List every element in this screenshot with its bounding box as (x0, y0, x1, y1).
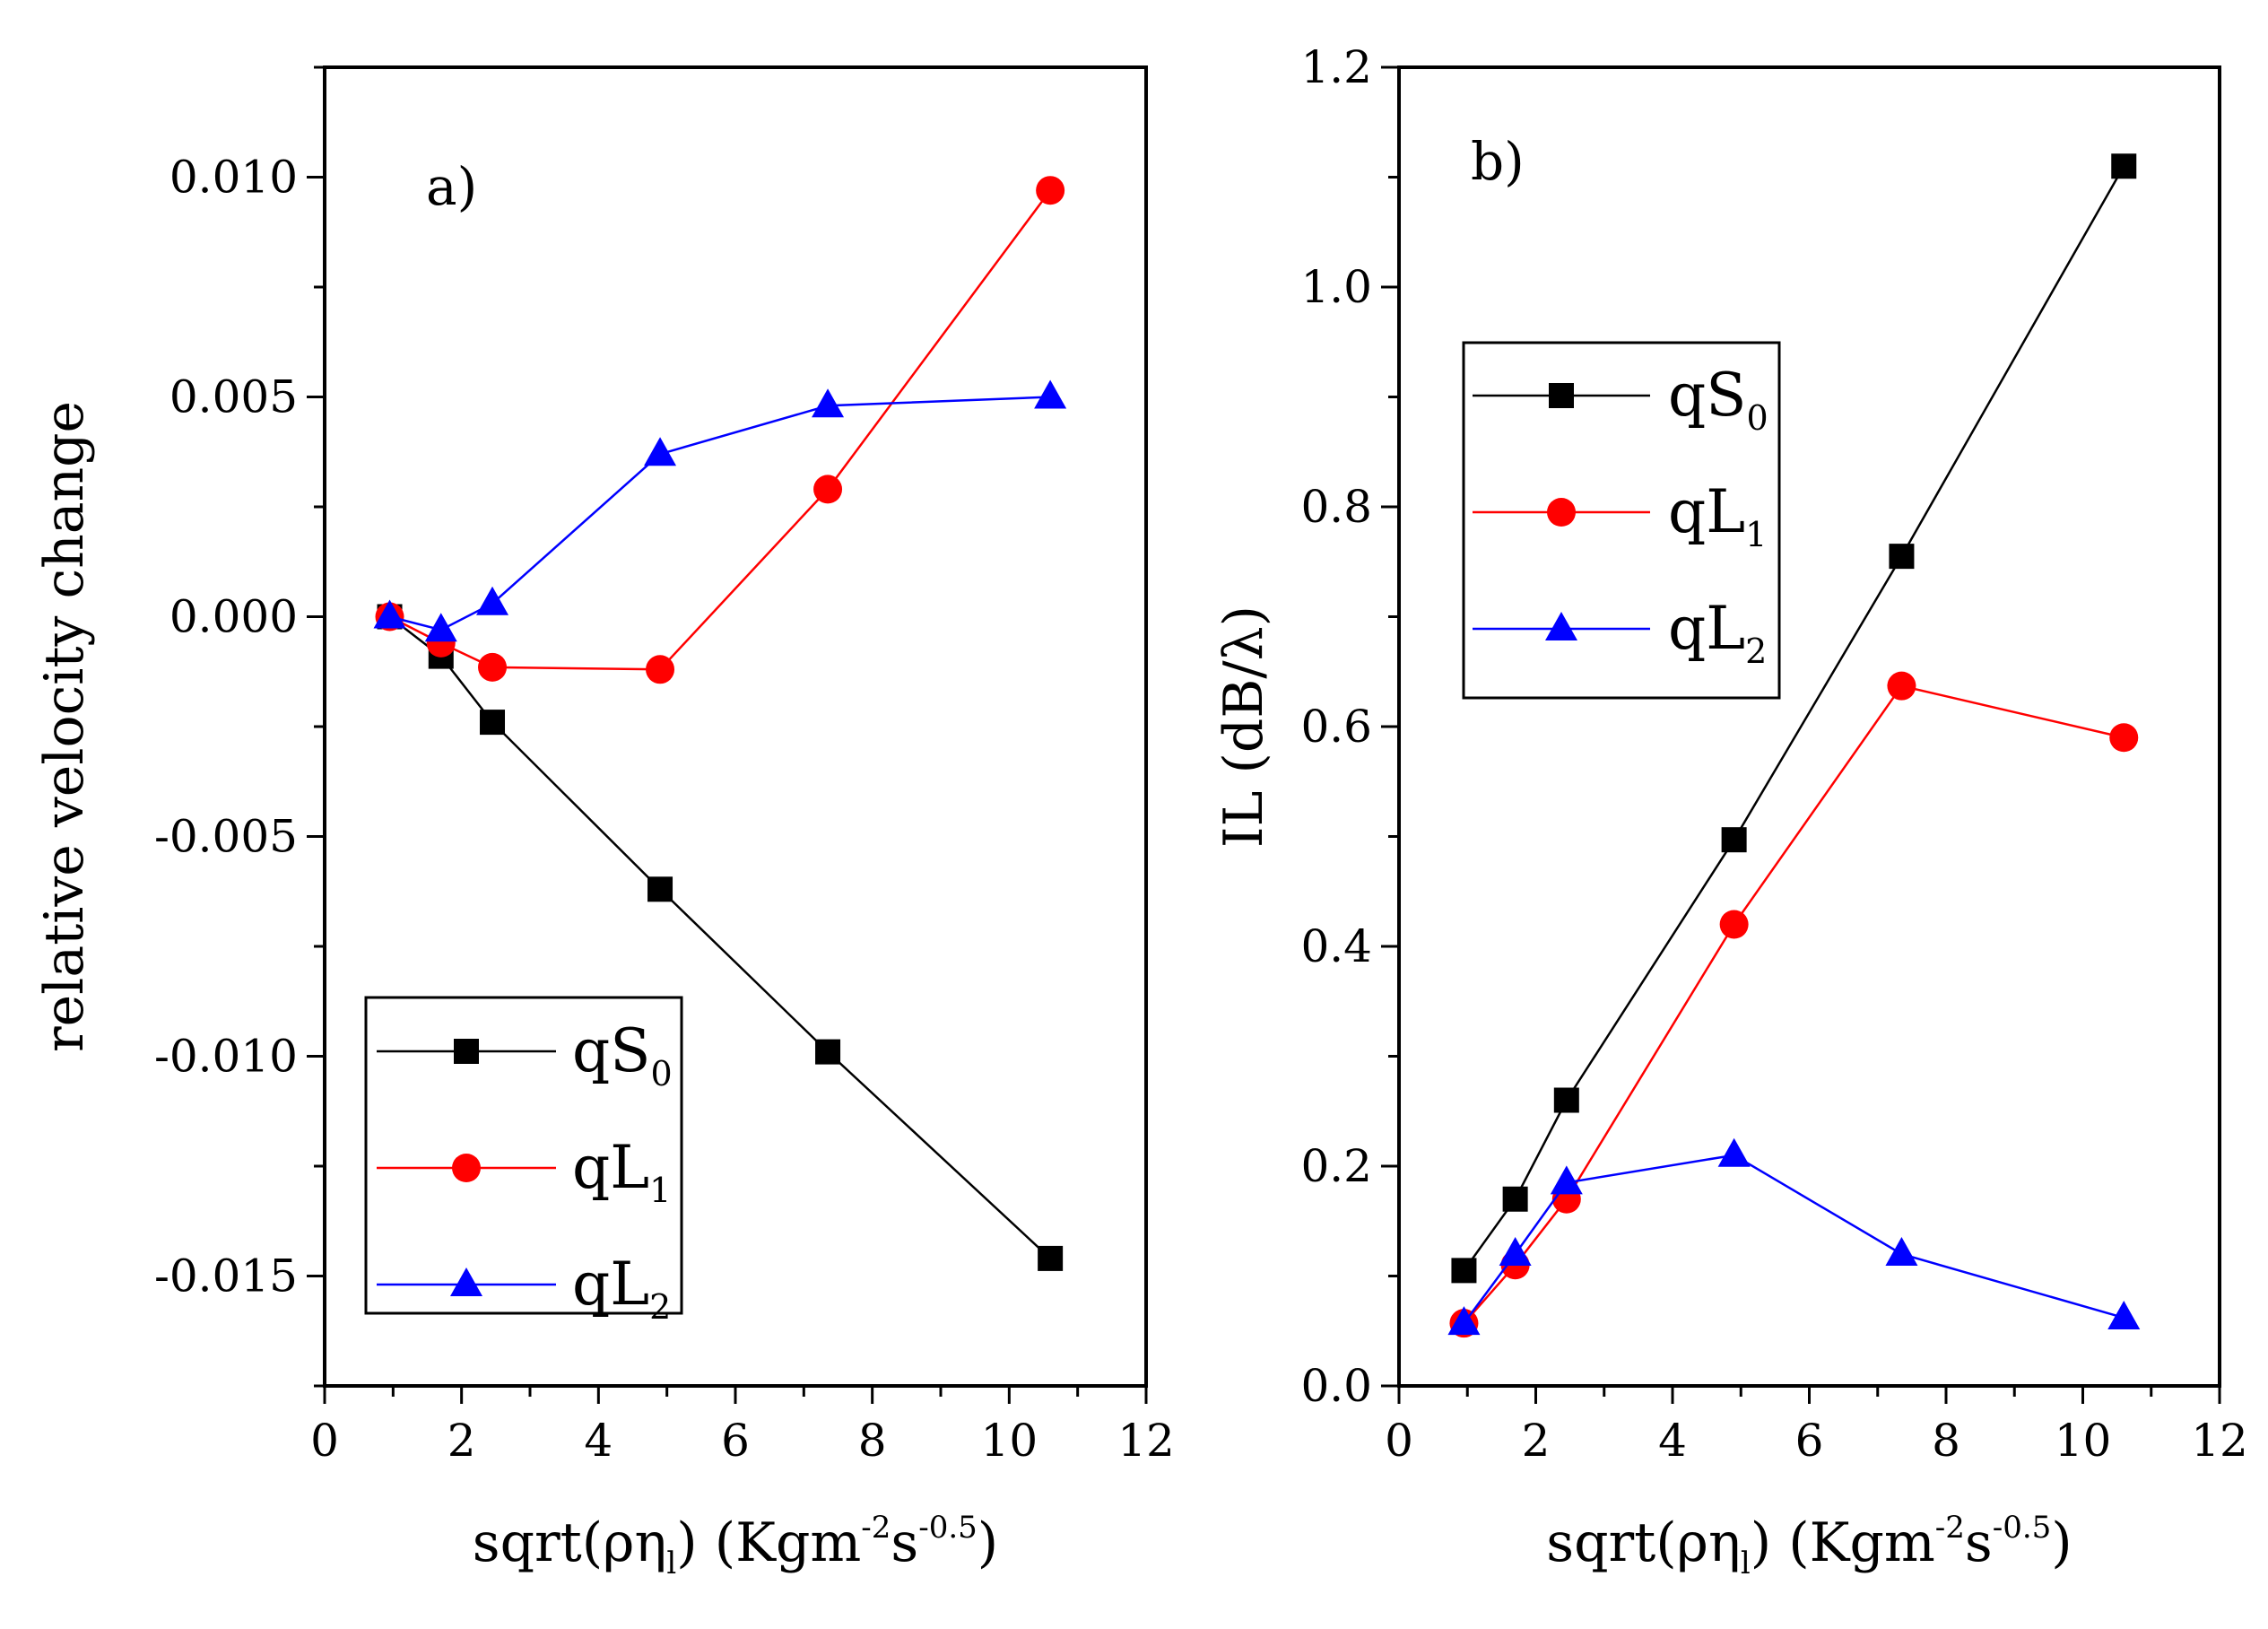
y-tick-label: 0.005 (169, 371, 298, 423)
data-point (373, 599, 406, 629)
x-tick-label: 10 (981, 1415, 1038, 1467)
data-point (1038, 1245, 1064, 1271)
legend-label: qL2 (1668, 594, 1767, 671)
legend-item: qL2 (377, 1250, 671, 1327)
data-point (1885, 1237, 1918, 1266)
y-axis-label: relative velocity change (33, 401, 96, 1052)
data-point (478, 652, 508, 682)
legend-label: qS0 (572, 1016, 673, 1093)
y-tick-label: -0.015 (154, 1250, 298, 1302)
legend-item: qL1 (377, 1133, 671, 1210)
y-tick-label: 1.0 (1300, 261, 1372, 313)
legend-marker (452, 1154, 481, 1182)
x-tick-label: 8 (1932, 1415, 1960, 1467)
legend-marker (1549, 383, 1574, 408)
legend-item: qL2 (1473, 594, 1767, 671)
series-qL1 (375, 176, 1065, 684)
data-point (812, 388, 845, 418)
legend-label: qS0 (1668, 361, 1768, 438)
y-tick-label: 0.6 (1300, 701, 1372, 753)
data-point (1721, 827, 1747, 853)
data-point (476, 586, 509, 615)
data-point (815, 1039, 841, 1065)
data-point (644, 437, 677, 466)
y-tick-label: 0.8 (1300, 481, 1372, 533)
x-tick-label: 10 (2055, 1415, 2112, 1467)
data-point (1889, 544, 1915, 570)
data-point (2107, 1301, 2141, 1330)
data-point (1717, 1137, 1751, 1167)
data-point (646, 655, 675, 684)
panel-b: 0 2 4 6 8 10 12 0.0 0.2 0.4 0.6 0.8 1.0 1.2 b) sqrt(ρηl… (1212, 41, 2248, 1581)
y-tick-label: 0.0 (1300, 1360, 1372, 1412)
legend-box (364, 996, 683, 1315)
series-line (1463, 684, 2125, 1325)
data-point (1719, 910, 1749, 939)
data-point (1499, 1237, 1532, 1266)
y-tick-label: 0.000 (169, 591, 298, 643)
data-point (813, 475, 843, 504)
series-line (389, 396, 1051, 632)
data-point (480, 710, 506, 736)
y-axis-label: IL (dB/λ) (1212, 605, 1275, 848)
data-point (1451, 1258, 1477, 1284)
series-qL2 (373, 379, 1067, 642)
y-tick-label: 0.010 (169, 152, 298, 204)
data-point (1447, 1306, 1481, 1336)
data-point (1553, 1087, 1579, 1113)
legend-marker (450, 1267, 482, 1296)
data-point (2111, 153, 2137, 179)
data-point (424, 613, 457, 642)
legend-label: qL1 (1668, 477, 1767, 554)
panel-label: a) (426, 156, 477, 217)
y-tick-label: 1.2 (1300, 41, 1372, 93)
legend-marker (1545, 612, 1577, 640)
series-qL1 (1449, 671, 2139, 1338)
y-tick-label: -0.010 (154, 1031, 298, 1083)
panel-label: b) (1471, 131, 1525, 192)
x-tick-label: 4 (584, 1415, 613, 1467)
x-tick-label: 4 (1658, 1415, 1687, 1467)
series-qS0 (1451, 153, 2137, 1284)
legend: qS0 qL1 qL2 (1462, 341, 1781, 700)
legend-item: qS0 (1473, 361, 1768, 438)
legend: qS0 qL1 qL2 (364, 996, 683, 1327)
data-point (1550, 1165, 1583, 1195)
data-point (1887, 671, 1916, 701)
x-tick-label: 12 (1117, 1415, 1175, 1467)
y-tick-label: -0.005 (154, 811, 298, 863)
legend-box (1462, 341, 1781, 700)
x-tick-label: 0 (1385, 1415, 1413, 1467)
data-point (2109, 723, 2139, 753)
data-point (647, 876, 673, 902)
legend-item: qL1 (1473, 477, 1767, 554)
data-point (1034, 379, 1067, 409)
y-tick-label: 0.2 (1300, 1140, 1372, 1192)
legend-label: qL1 (572, 1133, 671, 1210)
legend-marker (454, 1039, 479, 1064)
x-tick-label: 2 (448, 1415, 476, 1467)
series-qL2 (1447, 1137, 2141, 1336)
legend-label: qL2 (572, 1250, 671, 1327)
x-tick-label: 2 (1522, 1415, 1551, 1467)
x-axis-label: sqrt(ρηl) (Kgm-2s-0.5) (1546, 1510, 2072, 1581)
x-tick-label: 0 (310, 1415, 339, 1467)
x-tick-label: 6 (1795, 1415, 1824, 1467)
x-axis-label: sqrt(ρηl) (Kgm-2s-0.5) (473, 1510, 998, 1581)
data-point (1502, 1186, 1528, 1212)
x-tick-label: 8 (858, 1415, 887, 1467)
y-tick-label: 0.4 (1300, 920, 1372, 972)
data-point (1036, 176, 1065, 205)
panel-a: 0 2 4 6 8 10 12 -0.015 -0.010 -0.005 0.000 0.005 0.0… (33, 65, 1175, 1581)
legend-marker (1547, 498, 1576, 527)
legend-item: qS0 (377, 1016, 673, 1093)
x-tick-label: 6 (721, 1415, 750, 1467)
x-tick-label: 12 (2191, 1415, 2248, 1467)
